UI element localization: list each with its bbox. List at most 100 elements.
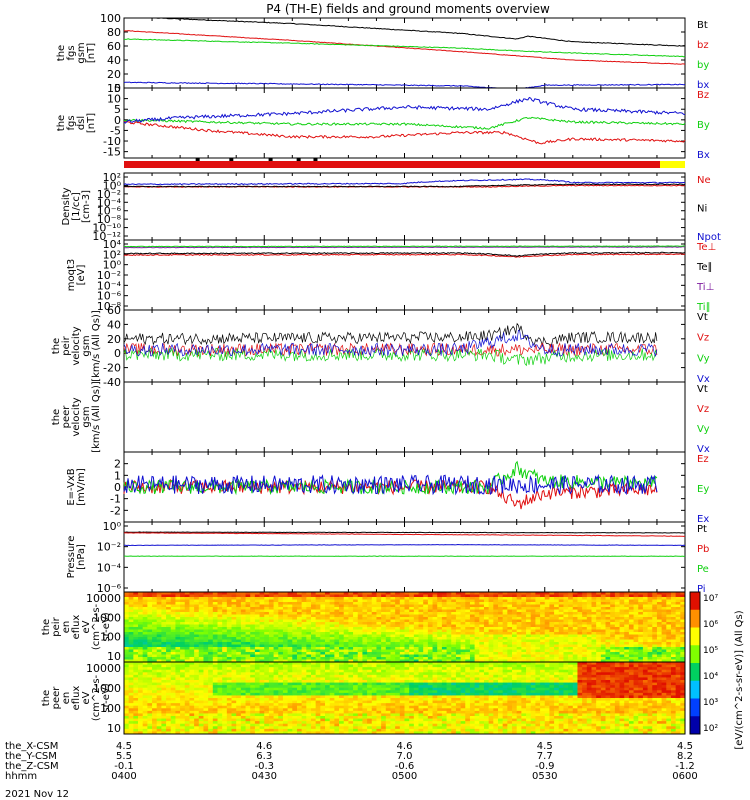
heatmap-cell — [339, 627, 345, 630]
heatmap-cell — [268, 612, 274, 615]
heatmap-cell — [474, 607, 480, 610]
heatmap-cell — [656, 592, 663, 595]
heatmap-cell — [680, 622, 686, 625]
heatmap-cell — [483, 597, 490, 600]
heatmap-cell — [236, 713, 242, 717]
series-line-Ex — [123, 473, 658, 496]
heatmap-cell — [502, 654, 508, 658]
heatmap-cell — [231, 667, 237, 671]
heatmap-cell — [198, 705, 204, 709]
heatmap-cell — [540, 592, 546, 595]
heatmap-cell — [596, 594, 602, 598]
heatmap-cell — [138, 627, 144, 630]
heatmap-cell — [222, 690, 228, 694]
heatmap-cell — [170, 703, 176, 707]
heatmap-cell — [563, 594, 569, 598]
heatmap-cell — [180, 728, 186, 732]
heatmap-cell — [535, 634, 541, 638]
heatmap-cell — [208, 669, 214, 673]
heatmap-cell — [245, 644, 251, 648]
heatmap-cell — [259, 690, 265, 694]
heatmap-cell — [628, 659, 634, 663]
heatmap-cell — [329, 594, 335, 598]
heatmap-cell — [614, 614, 620, 618]
heatmap-cell — [133, 698, 139, 701]
legend-Pe: Pe — [697, 564, 709, 575]
heatmap-cell — [254, 619, 260, 623]
heatmap-cell — [264, 726, 270, 730]
heatmap-cell — [610, 629, 616, 633]
heatmap-cell — [296, 607, 303, 610]
heatmap-cell — [240, 602, 246, 605]
heatmap-cell — [591, 607, 597, 610]
heatmap-cell — [273, 659, 279, 663]
heatmap-cell — [582, 609, 588, 613]
heatmap-cell — [339, 659, 345, 663]
heatmap-cell — [124, 619, 130, 623]
heatmap-cell — [498, 627, 504, 630]
heatmap-cell — [268, 728, 274, 732]
heatmap-cell — [376, 594, 382, 598]
heatmap-cell — [586, 607, 592, 610]
y-tick-label: 10000 — [86, 592, 121, 605]
heatmap-cell — [647, 599, 653, 603]
heatmap-cell — [325, 652, 331, 655]
heatmap-cell — [423, 617, 429, 620]
heatmap-cell — [170, 695, 176, 699]
heatmap-cell — [189, 609, 195, 613]
heatmap-cell — [465, 619, 471, 623]
heatmap-cell — [133, 664, 139, 668]
heatmap-cell — [142, 723, 148, 727]
heatmap-cell — [465, 654, 471, 658]
heatmap-cell — [236, 705, 242, 709]
heatmap-cell — [138, 609, 144, 613]
heatmap-cell — [166, 698, 172, 701]
heatmap-cell — [385, 607, 391, 610]
heatmap-cell — [287, 632, 293, 635]
heatmap-cell — [329, 657, 335, 660]
heatmap-cell — [273, 597, 279, 600]
heatmap-cell — [600, 594, 606, 598]
heatmap-cell — [231, 703, 237, 707]
heatmap-cell — [268, 710, 274, 714]
heatmap-cell — [642, 612, 648, 615]
heatmap-cell — [250, 677, 256, 681]
heatmap-cell — [212, 677, 218, 681]
heatmap-cell — [203, 597, 209, 600]
heatmap-cell — [175, 592, 181, 595]
heatmap-cell — [170, 622, 176, 625]
heatmap-cell — [600, 599, 606, 603]
y-tick-label: 10⁻⁴ — [97, 279, 122, 292]
heatmap-cell — [577, 659, 583, 663]
heatmap-cell — [465, 599, 471, 603]
heatmap-cell — [661, 592, 667, 595]
heatmap-cell — [446, 602, 452, 605]
heatmap-cell — [320, 617, 326, 620]
heatmap-cell — [483, 592, 490, 595]
heatmap-cell — [479, 617, 485, 620]
heatmap-cell — [282, 612, 289, 615]
heatmap-cell — [315, 627, 321, 630]
heatmap-cell — [152, 680, 158, 683]
heatmap-cell — [582, 617, 588, 620]
heatmap-cell — [680, 607, 686, 610]
heatmap-cell — [264, 713, 270, 717]
heatmap-cell — [521, 654, 527, 658]
heatmap-cell — [465, 612, 471, 615]
heatmap-cell — [133, 652, 139, 655]
heatmap-cell — [530, 622, 536, 625]
heatmap-cell — [170, 713, 176, 717]
heatmap-cell — [661, 654, 667, 658]
heatmap-cell — [404, 594, 410, 598]
heatmap-cell — [568, 604, 574, 608]
heatmap-cell — [250, 659, 256, 663]
heatmap-cell — [521, 639, 527, 643]
heatmap-cell — [161, 710, 167, 714]
heatmap-cell — [385, 609, 391, 613]
heatmap-cell — [124, 649, 130, 653]
heatmap-cell — [512, 599, 518, 603]
heatmap-cell — [142, 659, 148, 663]
heatmap-cell — [455, 604, 462, 608]
heatmap-cell — [124, 695, 130, 699]
